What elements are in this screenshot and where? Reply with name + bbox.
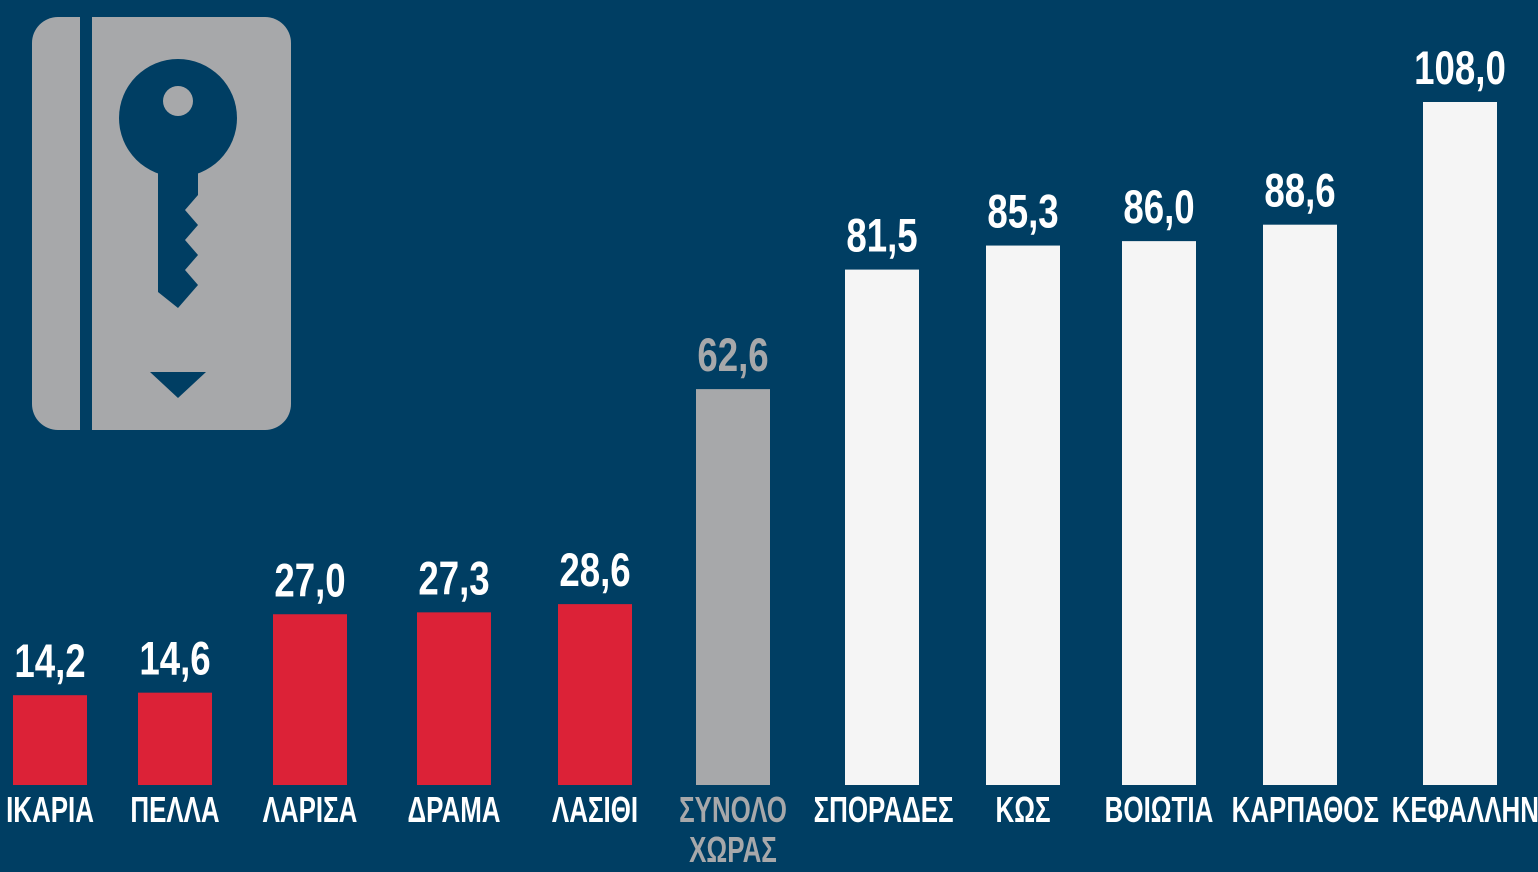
bar <box>417 612 491 785</box>
bar <box>696 389 770 785</box>
bar <box>273 614 347 785</box>
bar <box>558 604 632 785</box>
bar <box>845 269 919 785</box>
x-tick-label: ΒΟΙΩΤΙΑ <box>1104 789 1214 830</box>
x-tick-label: ΣΥΝΟΛΟ ΧΩΡΑΣ <box>679 789 787 870</box>
key-card-icon <box>32 17 291 430</box>
x-tick-label: ΚΑΡΠΑΘΟΣ <box>1231 789 1379 830</box>
x-tick-label: ΙΚΑΡΙΑ <box>6 789 94 830</box>
value-label: 108,0 <box>1414 42 1506 94</box>
bar <box>1423 102 1497 785</box>
bar <box>986 245 1060 785</box>
x-tick-label: ΠΕΛΛΑ <box>130 789 220 830</box>
x-tick-label: ΛΑΣΙΘΙ <box>551 789 639 830</box>
x-tick-label: ΚΕΦΑΛΛΗΝΙΑ <box>1391 789 1538 830</box>
value-label: 81,5 <box>846 209 917 261</box>
value-label: 28,6 <box>559 544 630 596</box>
bar <box>1122 241 1196 785</box>
value-label: 27,3 <box>418 552 489 604</box>
value-label: 85,3 <box>987 185 1058 237</box>
value-label: 62,6 <box>697 329 768 381</box>
value-label: 14,2 <box>14 635 85 687</box>
value-label: 27,0 <box>274 554 345 606</box>
value-label: 86,0 <box>1123 181 1194 233</box>
value-label: 88,6 <box>1264 164 1335 216</box>
value-label: 14,6 <box>139 632 210 684</box>
bar <box>138 692 212 785</box>
x-tick-label: ΛΑΡΙΣΑ <box>262 789 358 830</box>
x-tick-label: ΚΩΣ <box>995 789 1051 830</box>
bar <box>1263 224 1337 786</box>
x-tick-label: ΣΠΟΡΑΔΕΣ <box>813 789 954 830</box>
bar <box>13 695 87 785</box>
x-tick-label: ΔΡΑΜΑ <box>407 789 501 830</box>
